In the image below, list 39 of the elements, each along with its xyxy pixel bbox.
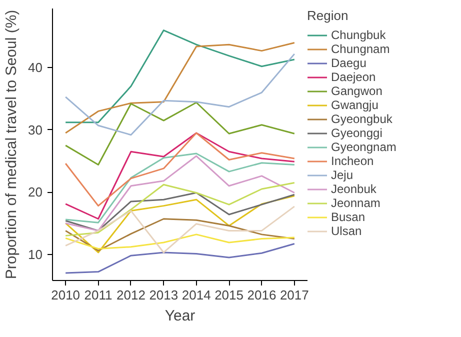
x-tick-label: 2014 <box>182 288 211 302</box>
legend-label: Gyeonggi <box>331 126 382 140</box>
legend-label: Chungbuk <box>331 28 386 42</box>
x-tick-label: 2011 <box>84 288 112 302</box>
x-tick-label: 2017 <box>280 288 309 302</box>
legend-label: Gwangju <box>331 98 378 112</box>
y-tick-label: 40 <box>28 60 43 76</box>
legend-label: Gyeongbuk <box>331 112 392 126</box>
line-series <box>64 206 296 254</box>
x-axis-title: Year <box>164 308 196 324</box>
legend-label: Chungnam <box>331 42 390 56</box>
y-axis-title: Proportion of medical travel to Seoul (%) <box>3 10 20 280</box>
legend-label: Daegu <box>331 56 366 70</box>
legend-label: Incheon <box>331 154 374 168</box>
legend-label: Gangwon <box>331 84 382 98</box>
y-tick-label: 20 <box>28 184 43 200</box>
line-series <box>64 218 296 252</box>
x-tick-label: 2012 <box>116 288 146 302</box>
x-tick-label: 2016 <box>247 288 276 302</box>
line-series <box>64 192 296 232</box>
line-series <box>64 243 296 274</box>
x-tick-label: 2013 <box>149 288 178 302</box>
legend-label: Gyeongnam <box>331 140 396 154</box>
legend-label: Jeju <box>331 168 354 182</box>
line-series <box>64 234 296 250</box>
line-series <box>64 195 296 254</box>
legend-title: Region <box>307 8 350 23</box>
y-tick-label: 30 <box>28 122 43 138</box>
line-series <box>64 182 296 236</box>
legend-label: Daejeon <box>331 70 376 84</box>
line-series <box>64 30 296 124</box>
legend-label: Jeonbuk <box>331 182 376 196</box>
line-series <box>64 102 296 166</box>
legend-label: Busan <box>331 210 366 224</box>
legend-label: Jeonnam <box>331 196 380 210</box>
legend-label: Ulsan <box>331 224 362 238</box>
x-tick-label: 2015 <box>214 288 244 302</box>
x-tick-label: 2010 <box>51 288 80 302</box>
y-tick-label: 10 <box>28 246 43 262</box>
